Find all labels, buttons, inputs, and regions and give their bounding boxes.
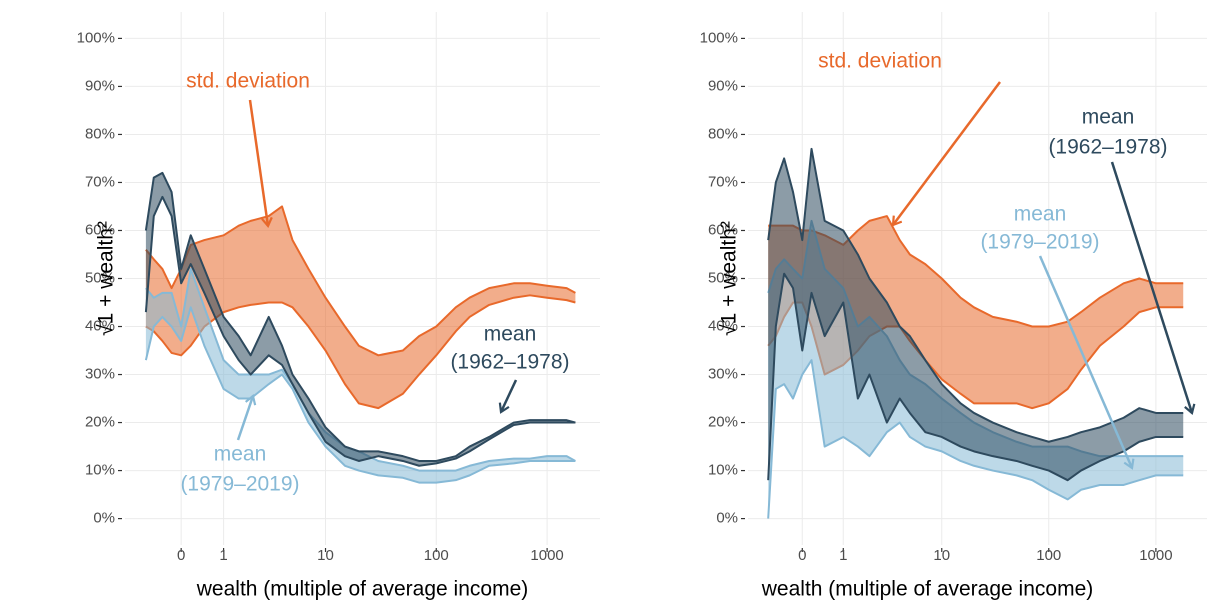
y-tick-label: 80% — [708, 125, 738, 142]
y-tick-label: 60% — [85, 221, 115, 238]
annotation: (1979–2019) — [980, 231, 1099, 254]
y-tick-label: 80% — [85, 125, 115, 142]
ribbon-fill — [145, 206, 576, 409]
x-axis-title: wealth (multiple of average income) — [761, 578, 1094, 601]
y-tick-label: 100% — [700, 29, 738, 46]
y-tick-label: 20% — [85, 414, 115, 431]
y-tick-label: 0% — [93, 510, 115, 527]
annotation: std. deviation — [186, 70, 310, 93]
annotation: mean — [484, 323, 537, 346]
y-tick-label: 100% — [77, 29, 115, 46]
x-tick-label: 1000 — [1139, 547, 1172, 564]
x-tick-label: 100 — [424, 547, 449, 564]
arrow — [498, 379, 518, 414]
ribbon-fill — [768, 220, 1184, 519]
ribbon-edge — [144, 171, 576, 462]
x-tick-label: 10 — [317, 547, 334, 564]
y-tick-label: 10% — [85, 462, 115, 479]
annotation: mean — [214, 443, 267, 466]
y-tick-label: 30% — [708, 366, 738, 383]
y-tick-label: 50% — [85, 269, 115, 286]
ribbon-edge — [767, 147, 1184, 443]
y-tick-label: 10% — [708, 462, 738, 479]
annotation-arrows — [236, 81, 1196, 470]
x-tick-label: 1 — [219, 547, 227, 564]
y-tick-label: 90% — [708, 77, 738, 94]
x-tick-label: 0 — [177, 547, 185, 564]
ribbon-edge — [767, 272, 1184, 482]
y-tick-label: 60% — [708, 221, 738, 238]
y-tick-label: 40% — [708, 317, 738, 334]
annotation: (1962–1978) — [1048, 136, 1167, 159]
x-tick-label: 1000 — [530, 547, 563, 564]
ribbon-edge — [144, 306, 576, 484]
annotation: (1962–1978) — [450, 351, 569, 374]
ribbon-edge — [767, 359, 1184, 519]
y-tick-label: 20% — [708, 414, 738, 431]
x-tick-label: 10 — [933, 547, 950, 564]
ribbon-edge — [145, 294, 576, 410]
arrow — [891, 81, 1002, 227]
ribbon-fill — [145, 268, 576, 483]
y-tick-label: 70% — [708, 173, 738, 190]
y-tick-label: 30% — [85, 366, 115, 383]
arrow — [236, 394, 257, 441]
y-axis-title: √1 + wealth² — [95, 221, 118, 336]
annotation: std. deviation — [818, 50, 942, 73]
x-tick-label: 0 — [798, 547, 806, 564]
annotation: mean — [1014, 203, 1067, 226]
y-axis-title: √1 + wealth² — [718, 221, 741, 336]
y-tick-label: 0% — [716, 510, 738, 527]
ribbon-fill — [768, 216, 1184, 409]
annotation: mean — [1082, 106, 1135, 129]
y-tick-label: 90% — [85, 77, 115, 94]
y-tick-label: 70% — [85, 173, 115, 190]
x-tick-label: 100 — [1036, 547, 1061, 564]
x-tick-label: 1 — [839, 547, 847, 564]
y-tick-label: 40% — [85, 317, 115, 334]
arrow — [1110, 161, 1196, 415]
arrow — [1038, 255, 1135, 470]
x-axis-title: wealth (multiple of average income) — [196, 578, 529, 601]
annotation: (1979–2019) — [180, 473, 299, 496]
arrow — [248, 99, 273, 229]
y-tick-label: 50% — [708, 269, 738, 286]
ribbon-edge — [144, 195, 576, 467]
